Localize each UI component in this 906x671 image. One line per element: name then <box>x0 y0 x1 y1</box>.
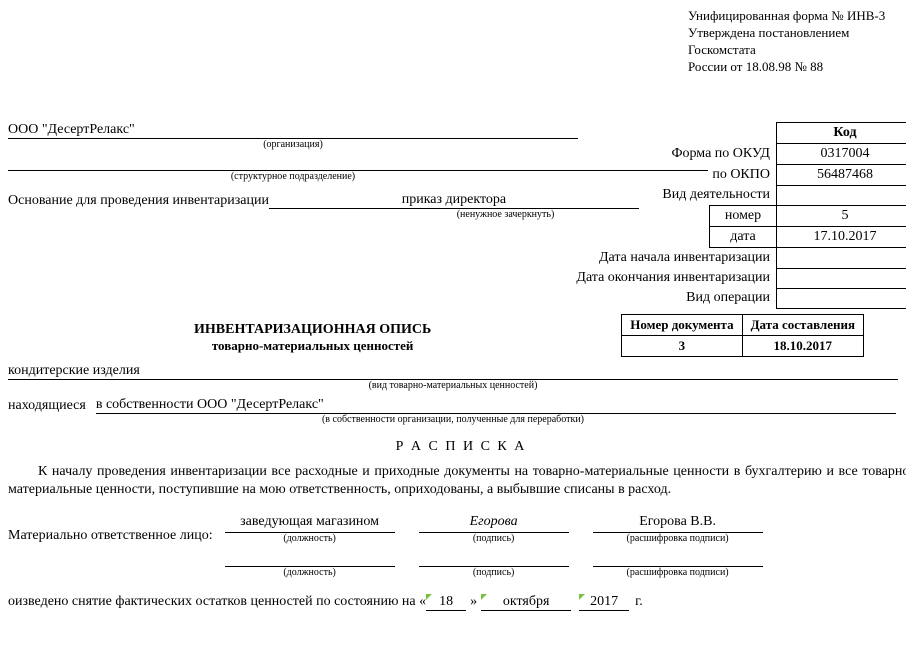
responsible2-sign-sub: (подпись) <box>419 567 569 578</box>
snapshot-year: 2017 <box>579 594 629 611</box>
inv-start-value <box>777 248 906 269</box>
org-sublabel: (организация) <box>8 139 578 150</box>
inv-end-label: Дата окончания инвентаризации <box>570 268 776 288</box>
doc-title: ИНВЕНТАРИЗАЦИОННАЯ ОПИСЬ <box>8 322 617 338</box>
basis-label: Основание для проведения инвентаризации <box>8 193 269 209</box>
snapshot-suffix: г. <box>629 594 643 610</box>
responsible-position-sub: (должность) <box>225 533 395 544</box>
located-value: в собственности ООО "ДесертРелакс" <box>96 397 896 414</box>
responsible-sign: Егорова <box>419 514 569 533</box>
responsible2-name <box>593 548 763 567</box>
responsible-position: заведующая магазином <box>225 514 395 533</box>
doc-subtitle: товарно-материальных ценностей <box>8 338 617 354</box>
responsible2-sign <box>419 548 569 567</box>
responsible-sign-sub: (подпись) <box>419 533 569 544</box>
responsible-name-sub: (расшифровка подписи) <box>593 533 763 544</box>
form-header-line3: России от 18.08.98 № 88 <box>688 59 906 76</box>
located-sublabel: (в собственности организации, полученные… <box>8 414 898 425</box>
op-label: Вид операции <box>570 288 776 308</box>
doc-num-value: 3 <box>622 335 742 356</box>
org-name: ООО "ДесертРелакс" <box>8 122 578 139</box>
inv-end-value <box>777 268 906 288</box>
items-sublabel: (вид товарно-материальных ценностей) <box>8 380 898 391</box>
responsible-row: Материально ответственное лицо: заведующ… <box>8 514 906 544</box>
receipt-title: Р А С П И С К А <box>8 439 906 455</box>
form-header: Унифицированная форма № ИНВ-3 Утверждена… <box>688 8 906 76</box>
responsible2-name-sub: (расшифровка подписи) <box>593 567 763 578</box>
inv-start-label: Дата начала инвентаризации <box>570 248 776 269</box>
okpo-value: 56487468 <box>777 164 906 185</box>
okud-value: 0317004 <box>777 143 906 164</box>
doc-num-table: Номер документа Дата составления 3 18.10… <box>621 314 864 357</box>
snapshot-day: 18 <box>426 594 466 611</box>
items-value: кондитерские изделия <box>8 363 898 380</box>
basis-date-label: дата <box>710 227 777 248</box>
basis-number-value: 5 <box>777 206 906 227</box>
snapshot-row: оизведено снятие фактических остатков це… <box>8 594 906 611</box>
responsible2-position <box>225 548 395 567</box>
struct-sublabel: (структурное подразделение) <box>8 171 578 182</box>
responsible2-row: Материально ответственное лицо: (должнос… <box>8 548 906 578</box>
form-header-line2: Утверждена постановлением Госкомстата <box>688 25 906 59</box>
responsible-label: Материально ответственное лицо: <box>8 528 213 544</box>
activity-value <box>777 185 906 206</box>
snapshot-month: октября <box>481 594 571 611</box>
located-label: находящиеся <box>8 398 86 414</box>
doc-num-label: Номер документа <box>622 314 742 335</box>
basis-date-value: 17.10.2017 <box>777 227 906 248</box>
snapshot-prefix: оизведено снятие фактических остатков це… <box>8 594 426 610</box>
okpo-label: по ОКПО <box>570 164 776 185</box>
doc-date-label: Дата составления <box>742 314 863 335</box>
responsible2-position-sub: (должность) <box>225 567 395 578</box>
doc-date-value: 18.10.2017 <box>742 335 863 356</box>
op-value <box>777 288 906 308</box>
receipt-paragraph: К началу проведения инвентаризации все р… <box>8 463 906 501</box>
activity-label: Вид деятельности <box>570 185 776 206</box>
code-header: Код <box>777 122 906 143</box>
responsible-name: Егорова В.В. <box>593 514 763 533</box>
okud-label: Форма по ОКУД <box>570 143 776 164</box>
form-header-line1: Унифицированная форма № ИНВ-3 <box>688 8 906 25</box>
codes-table: Код Форма по ОКУД 0317004 по ОКПО 564874… <box>570 122 906 309</box>
snapshot-mid: » <box>466 594 481 610</box>
basis-number-label: номер <box>710 206 777 227</box>
top-block: Код Форма по ОКУД 0317004 по ОКПО 564874… <box>8 122 906 220</box>
